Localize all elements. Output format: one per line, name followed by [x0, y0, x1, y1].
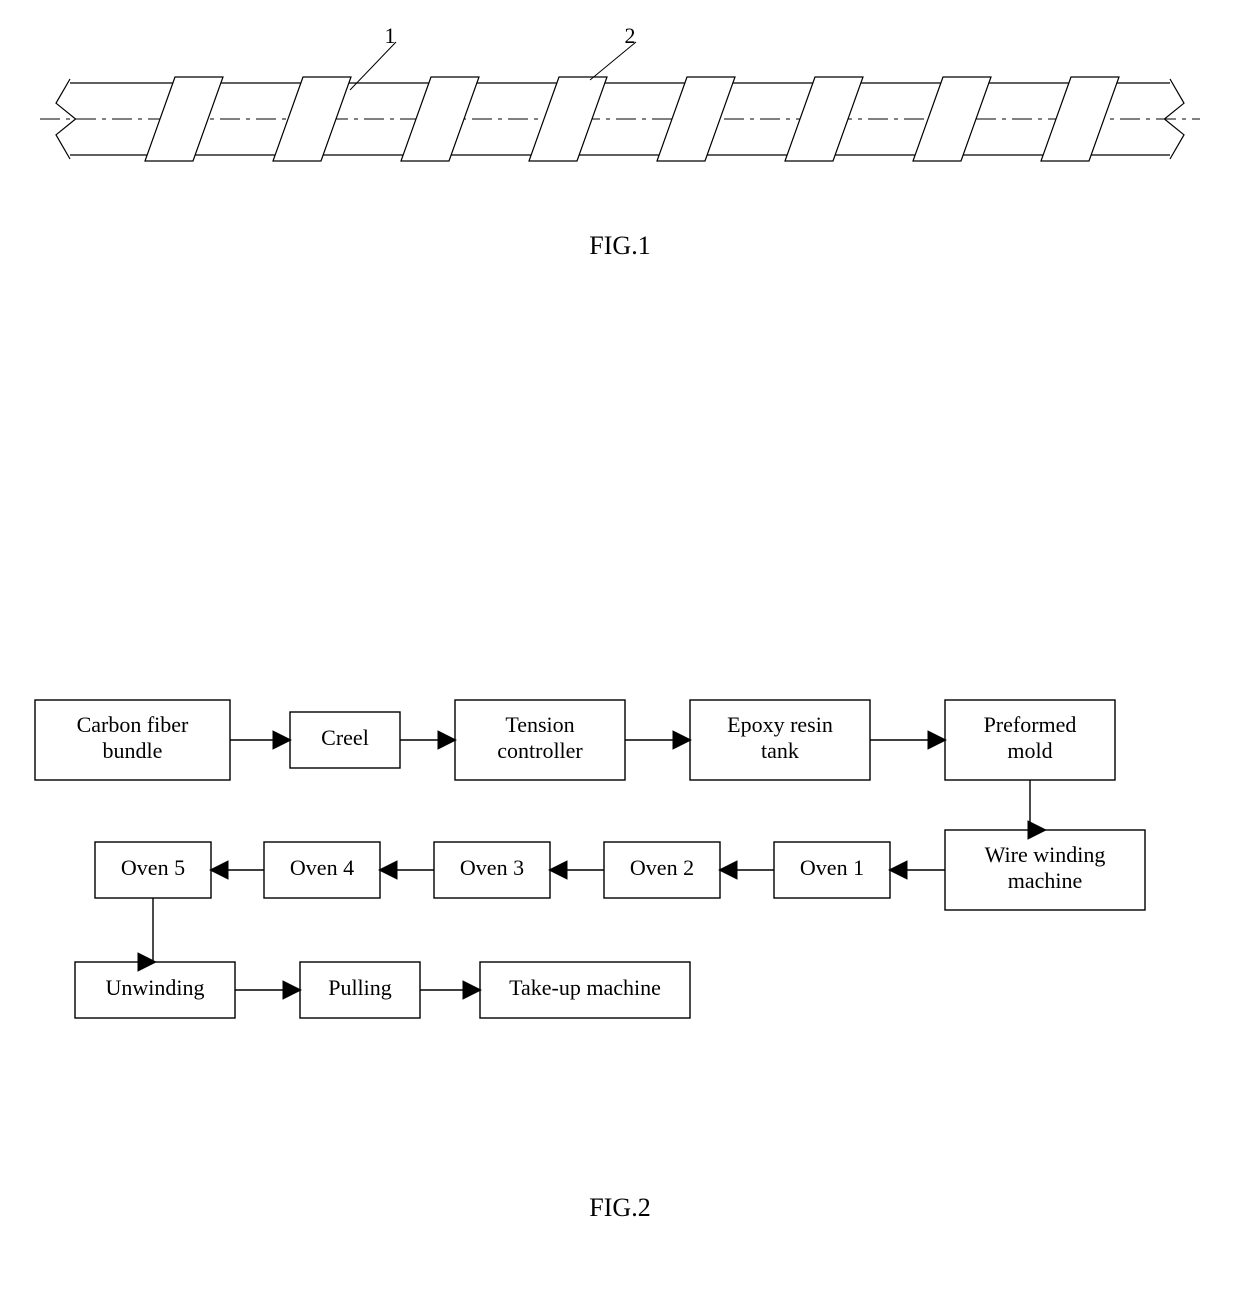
flow-node-ov1: Oven 1 — [774, 842, 890, 898]
flow-edge — [153, 898, 155, 962]
flow-node-label: controller — [497, 738, 583, 763]
flow-node-label: Oven 1 — [800, 855, 864, 880]
flow-node-label: Oven 4 — [290, 855, 354, 880]
fig1-callout-label: 1 — [385, 23, 396, 48]
flow-node-mold: Preformedmold — [945, 700, 1115, 780]
flow-node-label: Oven 3 — [460, 855, 524, 880]
flow-node-label: bundle — [103, 738, 163, 763]
flow-node-tens: Tensioncontroller — [455, 700, 625, 780]
fig2: Carbon fiberbundle Creel Tensioncontroller… — [35, 700, 1145, 1222]
flow-edge — [1030, 780, 1045, 830]
flow-node-label: Wire winding — [985, 842, 1106, 867]
fig2-caption: FIG.2 — [589, 1193, 650, 1222]
flow-node-label: Take-up machine — [509, 975, 661, 1000]
flow-node-ov3: Oven 3 — [434, 842, 550, 898]
flow-node-label: Oven 5 — [121, 855, 185, 880]
flow-node-ov5: Oven 5 — [95, 842, 211, 898]
flow-node-label: Epoxy resin — [727, 712, 833, 737]
flow-node-pull: Pulling — [300, 962, 420, 1018]
flow-node-epoxy: Epoxy resintank — [690, 700, 870, 780]
flow-node-take: Take-up machine — [480, 962, 690, 1018]
flow-node-label: Preformed — [984, 712, 1077, 737]
flow-node-label: Pulling — [328, 975, 392, 1000]
flow-node-label: Tension — [505, 712, 574, 737]
flow-node-wind: Wire windingmachine — [945, 830, 1145, 910]
fig1: 1 2 FIG.1 — [40, 23, 1200, 260]
flow-node-label: Creel — [321, 725, 369, 750]
fig1-caption: FIG.1 — [589, 231, 650, 260]
fig1-callout-label: 2 — [625, 23, 636, 48]
flow-node-ov4: Oven 4 — [264, 842, 380, 898]
flow-node-label: mold — [1007, 738, 1052, 763]
flow-node-label: machine — [1008, 868, 1083, 893]
flow-node-label: Carbon fiber — [77, 712, 189, 737]
flow-node-unw: Unwinding — [75, 962, 235, 1018]
flow-node-cfb: Carbon fiberbundle — [35, 700, 230, 780]
flow-node-ov2: Oven 2 — [604, 842, 720, 898]
flow-node-label: Oven 2 — [630, 855, 694, 880]
flow-node-label: Unwinding — [106, 975, 205, 1000]
flow-node-label: tank — [761, 738, 799, 763]
flow-node-creel: Creel — [290, 712, 400, 768]
